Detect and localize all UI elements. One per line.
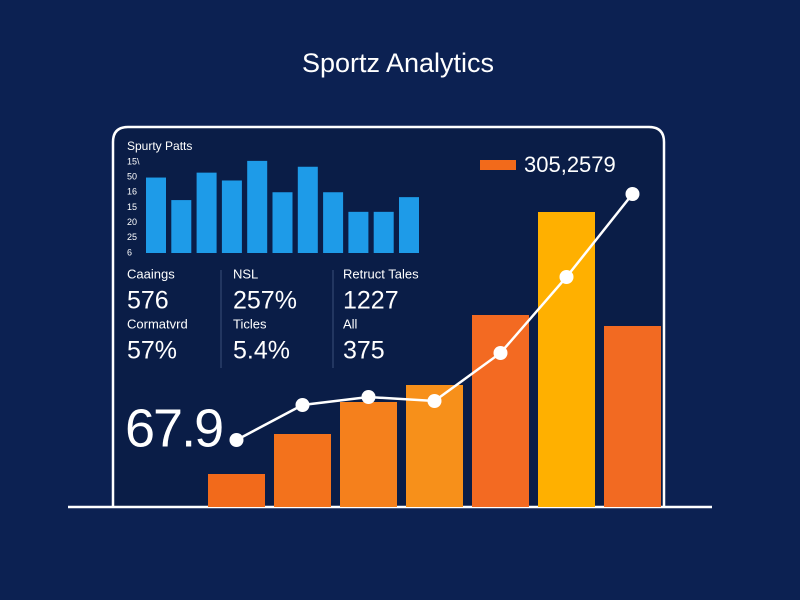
bar	[472, 315, 529, 507]
stat-label: Retruct Tales	[343, 266, 419, 281]
stat-value: 576	[127, 287, 169, 315]
bar	[604, 326, 661, 507]
stat-value: 257%	[233, 287, 297, 315]
bar	[323, 192, 344, 253]
line-point	[295, 398, 310, 412]
y-tick-label: 15\	[127, 156, 140, 166]
bar	[272, 192, 293, 253]
y-tick-label: 50	[127, 172, 137, 182]
big-number: 67.9	[125, 398, 222, 458]
stat-value: 57%	[127, 337, 177, 365]
line-point	[493, 346, 508, 360]
bar	[221, 180, 242, 253]
line-point	[559, 270, 574, 284]
bar	[274, 434, 331, 507]
bar	[247, 160, 268, 253]
stat-label: NSL	[233, 266, 258, 281]
line-point	[427, 394, 442, 408]
stat-value: 1227	[343, 287, 399, 315]
bar	[146, 177, 166, 253]
mini-chart-title: Spurty Patts	[127, 139, 192, 153]
legend-swatch	[480, 160, 516, 170]
y-tick-label: 16	[127, 187, 137, 197]
bar	[348, 211, 369, 253]
stat-label: All	[343, 316, 358, 331]
bar	[538, 212, 595, 507]
bar	[399, 197, 419, 253]
legend-label: 305,2579	[524, 152, 616, 177]
stat-value: 5.4%	[233, 337, 290, 365]
bar	[196, 172, 217, 253]
bar	[340, 402, 397, 507]
y-tick-label: 6	[127, 247, 132, 257]
y-tick-label: 25	[127, 232, 137, 242]
bar	[297, 166, 318, 253]
stat-value: 375	[343, 337, 385, 365]
page-title: Sportz Analytics	[302, 48, 494, 78]
stat-label: Caaings	[127, 266, 175, 281]
stat-label: Ticles	[233, 316, 267, 331]
line-point	[229, 433, 244, 447]
stat-label: Cormatvrd	[127, 316, 188, 331]
y-tick-label: 15	[127, 202, 137, 212]
line-point	[361, 390, 376, 404]
line-point	[625, 187, 640, 201]
bar	[373, 211, 394, 253]
bar	[208, 474, 265, 507]
bar	[171, 200, 192, 253]
y-tick-label: 20	[127, 217, 137, 227]
